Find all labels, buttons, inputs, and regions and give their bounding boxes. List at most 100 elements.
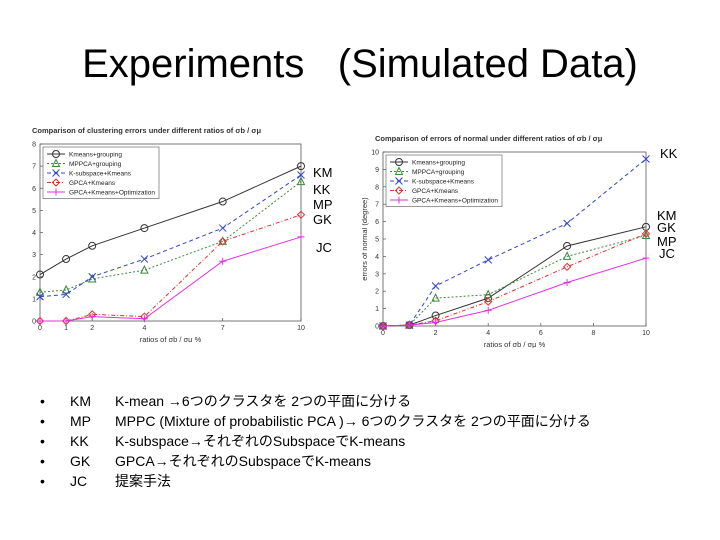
- legend-entry: GPCA+Kmeans+Optimization: [412, 198, 498, 205]
- legend-entry: GPCA+Kmeans+Optimization: [69, 190, 155, 197]
- data-point: [563, 279, 571, 286]
- data-point: [562, 262, 572, 272]
- method-desc: K-subspace→それぞれのSubspaceでK-means: [115, 433, 406, 449]
- annotation-left-kk: KK: [313, 182, 331, 197]
- legend-entry: Kmeans+grouping: [412, 160, 465, 167]
- series-line: [40, 214, 302, 322]
- y-tick-label: 1: [375, 306, 379, 313]
- data-point: [297, 162, 305, 171]
- data-point: [51, 178, 61, 187]
- data-point: [483, 297, 493, 306]
- data-point: [52, 150, 60, 158]
- data-point: [642, 254, 650, 262]
- method-abbr: KM: [70, 393, 91, 409]
- data-point: [394, 166, 404, 175]
- data-point: [431, 282, 440, 290]
- list-item: • KM K-mean →6つのクラスタを 2つの平面に分ける: [40, 391, 591, 411]
- y-tick-label: 5: [32, 208, 36, 215]
- method-abbr: KK: [70, 433, 89, 449]
- data-point: [642, 155, 650, 163]
- data-point: [484, 256, 493, 264]
- method-abbr: MP: [70, 413, 91, 429]
- y-tick-label: 4: [32, 230, 36, 237]
- bullet-icon: •: [40, 413, 45, 429]
- method-list: • KM K-mean →6つのクラスタを 2つの平面に分ける • MP MPP…: [40, 391, 591, 491]
- x-tick-label: 0: [38, 325, 42, 332]
- data-point: [296, 176, 306, 186]
- y-tick-label: 7: [375, 202, 379, 209]
- list-item: • MP MPPC (Mixture of probabilistic PCA …: [40, 411, 591, 431]
- data-point: [140, 224, 149, 233]
- annotation-left-mp: MP: [313, 197, 333, 212]
- y-tick-label: 10: [371, 150, 379, 157]
- data-point: [562, 251, 572, 260]
- y-axis-label: errors of normal (degree): [362, 197, 369, 281]
- x-axis-label: ratios of σb / σμ %: [484, 340, 546, 348]
- series-line: [39, 174, 302, 298]
- y-tick-label: 1: [32, 296, 36, 303]
- annotation-right-kk: KK: [660, 146, 678, 161]
- data-point: [218, 197, 227, 206]
- y-tick-label: 0: [32, 319, 36, 326]
- data-point: [431, 293, 440, 302]
- method-desc: MPPC (Mixture of probabilistic PCA )→ 6つ…: [115, 413, 591, 429]
- data-point: [563, 241, 572, 250]
- data-point: [36, 292, 44, 301]
- legend-entry: K-subspace+Kmeans: [412, 179, 475, 186]
- data-point: [405, 321, 413, 329]
- x-tick-label: 4: [142, 325, 146, 332]
- bullet-icon: •: [40, 433, 45, 449]
- data-point: [484, 306, 492, 314]
- y-tick-label: 9: [375, 167, 379, 174]
- data-point: [395, 177, 403, 185]
- data-point: [61, 284, 71, 294]
- annotation-right-mp: MP: [657, 234, 677, 249]
- data-point: [218, 237, 227, 246]
- data-point: [62, 255, 71, 264]
- method-abbr: JC: [70, 473, 88, 489]
- data-point: [88, 313, 96, 321]
- x-tick-label: 1: [64, 325, 68, 332]
- data-point: [36, 270, 44, 279]
- data-point: [219, 257, 227, 265]
- bullet-icon: •: [40, 473, 45, 489]
- data-point: [62, 290, 70, 299]
- annotation-right-jc: JC: [659, 246, 675, 261]
- chart-clustering-errors-svg: Comparison of clustering errors under di…: [17, 126, 306, 344]
- x-tick-label: 2: [90, 325, 94, 332]
- y-tick-label: 3: [375, 271, 379, 278]
- y-tick-label: 0: [375, 324, 379, 331]
- annotation-left-jc: JC: [316, 240, 332, 255]
- data-point: [52, 188, 60, 196]
- legend-entry: Kmeans+grouping: [69, 152, 122, 159]
- data-point: [296, 210, 306, 220]
- y-tick-label: 8: [32, 142, 36, 149]
- y-tick-label: 6: [375, 219, 379, 226]
- chart-title: Comparison of errors of normal under dif…: [375, 134, 603, 143]
- y-tick-label: 7: [32, 164, 36, 171]
- data-point: [395, 196, 403, 204]
- x-tick-label: 4: [486, 330, 490, 337]
- data-point: [379, 322, 387, 330]
- x-tick-label: 8: [591, 330, 595, 337]
- method-desc: 提案手法: [115, 473, 171, 489]
- y-tick-label: 5: [375, 237, 379, 244]
- data-point: [88, 241, 97, 250]
- data-point: [297, 171, 305, 179]
- y-tick-label: 8: [375, 184, 379, 191]
- x-tick-label: 10: [297, 325, 305, 332]
- x-tick-label: 2: [434, 330, 438, 337]
- data-point: [140, 255, 149, 263]
- y-tick-label: 6: [32, 186, 36, 193]
- legend-entry: GPCA+Kmeans: [69, 180, 116, 187]
- data-point: [395, 158, 403, 166]
- series-line: [39, 181, 302, 293]
- x-tick-label: 0: [381, 330, 385, 337]
- data-point: [394, 186, 404, 195]
- data-point: [140, 264, 149, 274]
- y-tick-label: 2: [375, 289, 379, 296]
- legend-entry: MPPCA+grouping: [412, 169, 465, 176]
- data-point: [62, 317, 70, 325]
- bullet-icon: •: [40, 453, 45, 469]
- y-tick-label: 2: [32, 274, 36, 281]
